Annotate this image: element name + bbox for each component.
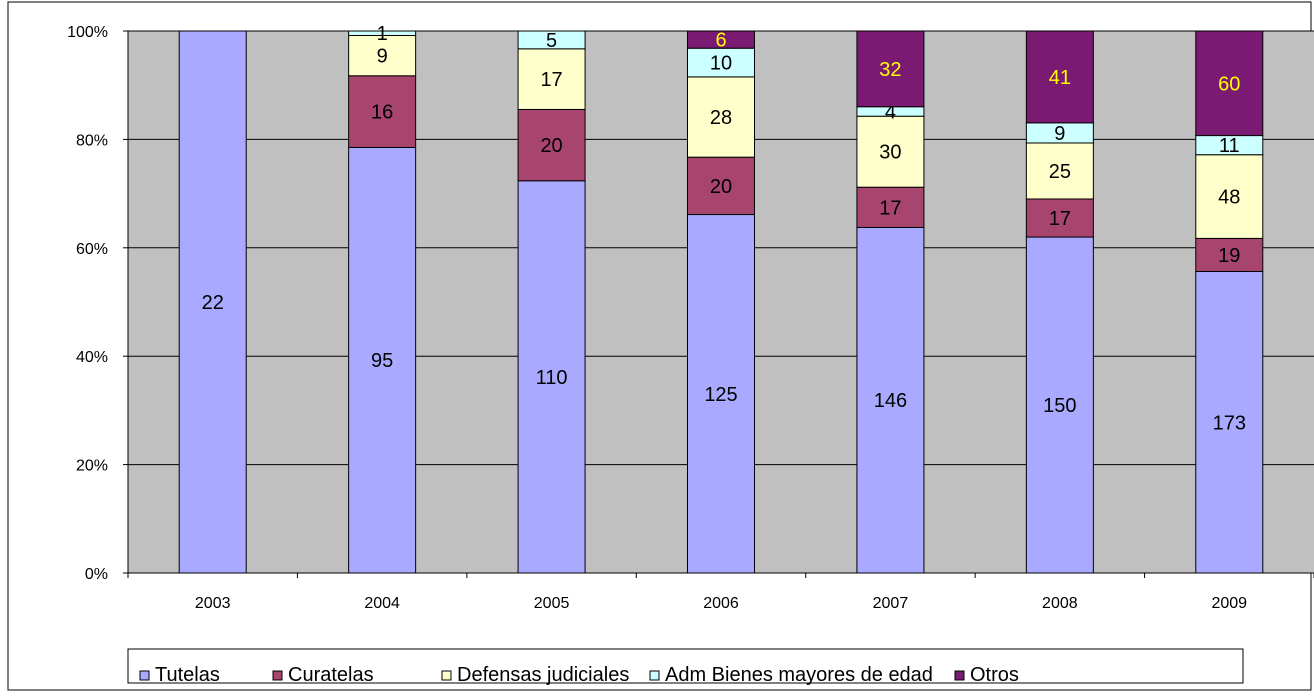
bar-segment <box>348 75 417 148</box>
data-label: 20 <box>540 135 562 157</box>
data-label: 9 <box>377 46 388 68</box>
bar-segment <box>517 30 586 50</box>
y-tick-label: 100% <box>67 24 108 41</box>
x-tick-label: 2007 <box>873 595 909 612</box>
bar-segment <box>856 226 925 574</box>
y-tick-label: 20% <box>76 458 108 475</box>
legend-swatch <box>139 670 150 681</box>
data-label: 150 <box>1043 395 1076 417</box>
data-label: 173 <box>1213 412 1246 434</box>
data-label: 32 <box>879 59 901 81</box>
legend: Tutelas Curatelas Defensas judiciales Adm B… <box>127 648 1244 686</box>
data-label: 17 <box>879 197 901 219</box>
y-tick-label: 40% <box>76 349 108 366</box>
bar-segment <box>1025 198 1094 238</box>
legend-label: Adm Bienes mayores de edad <box>665 664 933 686</box>
legend-box <box>127 648 1244 684</box>
data-label: 11 <box>1219 135 1240 157</box>
data-label: 95 <box>371 350 393 372</box>
data-label: 48 <box>1218 187 1240 209</box>
bar-segment <box>348 30 417 36</box>
bar-segment <box>856 186 925 228</box>
data-label: 10 <box>710 53 732 75</box>
data-label: 9 <box>1054 123 1065 145</box>
bar-segment <box>687 76 755 158</box>
x-tick-label: 2006 <box>703 595 739 612</box>
data-label: 5 <box>546 30 557 52</box>
x-tick-label: 2003 <box>195 595 231 612</box>
bar-segment <box>856 115 925 188</box>
bar-segment <box>1195 154 1264 239</box>
bar-segment <box>1195 30 1264 137</box>
data-label: 25 <box>1049 161 1071 183</box>
bar-segment <box>1025 142 1094 200</box>
x-tick-label: 2005 <box>534 595 570 612</box>
data-label: 60 <box>1218 73 1240 95</box>
data-label: 4 <box>885 101 896 123</box>
y-tick-label: 0% <box>85 566 108 583</box>
bar-segment <box>517 48 586 110</box>
legend-swatch <box>649 670 660 681</box>
data-label: 17 <box>540 69 562 91</box>
bar-segment <box>856 30 925 108</box>
legend-swatch <box>441 670 452 681</box>
bar-segment <box>687 214 755 574</box>
legend-swatch <box>954 670 965 681</box>
legend-label: Tutelas <box>155 664 220 686</box>
data-label: 28 <box>710 107 732 129</box>
data-label: 110 <box>536 367 568 389</box>
x-tick-label: 2009 <box>1211 595 1247 612</box>
legend-swatch <box>272 670 283 681</box>
data-label: 20 <box>710 176 732 198</box>
bar-segment <box>1195 237 1264 273</box>
data-label: 30 <box>879 142 901 164</box>
data-label: 19 <box>1218 245 1240 267</box>
data-label: 17 <box>1049 208 1071 230</box>
legend-label: Otros <box>970 664 1019 686</box>
y-tick-label: 60% <box>76 241 108 258</box>
data-label: 1 <box>377 23 388 45</box>
y-tick-label: 80% <box>76 132 108 149</box>
data-label: 146 <box>874 390 907 412</box>
data-label: 22 <box>202 292 224 314</box>
legend-label: Curatelas <box>288 664 374 686</box>
x-tick-label: 2004 <box>364 595 400 612</box>
bar-segment <box>687 30 755 49</box>
bar-segment <box>1025 236 1094 574</box>
data-label: 41 <box>1049 67 1071 89</box>
data-label: 125 <box>704 384 737 406</box>
bar-segment <box>517 180 586 574</box>
bar-segment <box>178 30 247 574</box>
legend-label: Defensas judiciales <box>457 664 629 686</box>
data-label: 6 <box>715 30 726 52</box>
bar-segment <box>348 146 417 574</box>
bar-segment <box>1025 30 1094 124</box>
bar-segment <box>348 34 417 77</box>
data-label: 16 <box>371 102 393 124</box>
bar-segment <box>687 47 755 78</box>
axes: 0% 20% 40% 60% 80% 100% 2003 2004 2005 2006 2007 20… <box>67 24 1314 612</box>
bars: 2295169111020175125202810614617304321501… <box>178 23 1264 574</box>
bar-segment <box>1195 271 1264 574</box>
x-tick-label: 2008 <box>1042 595 1078 612</box>
